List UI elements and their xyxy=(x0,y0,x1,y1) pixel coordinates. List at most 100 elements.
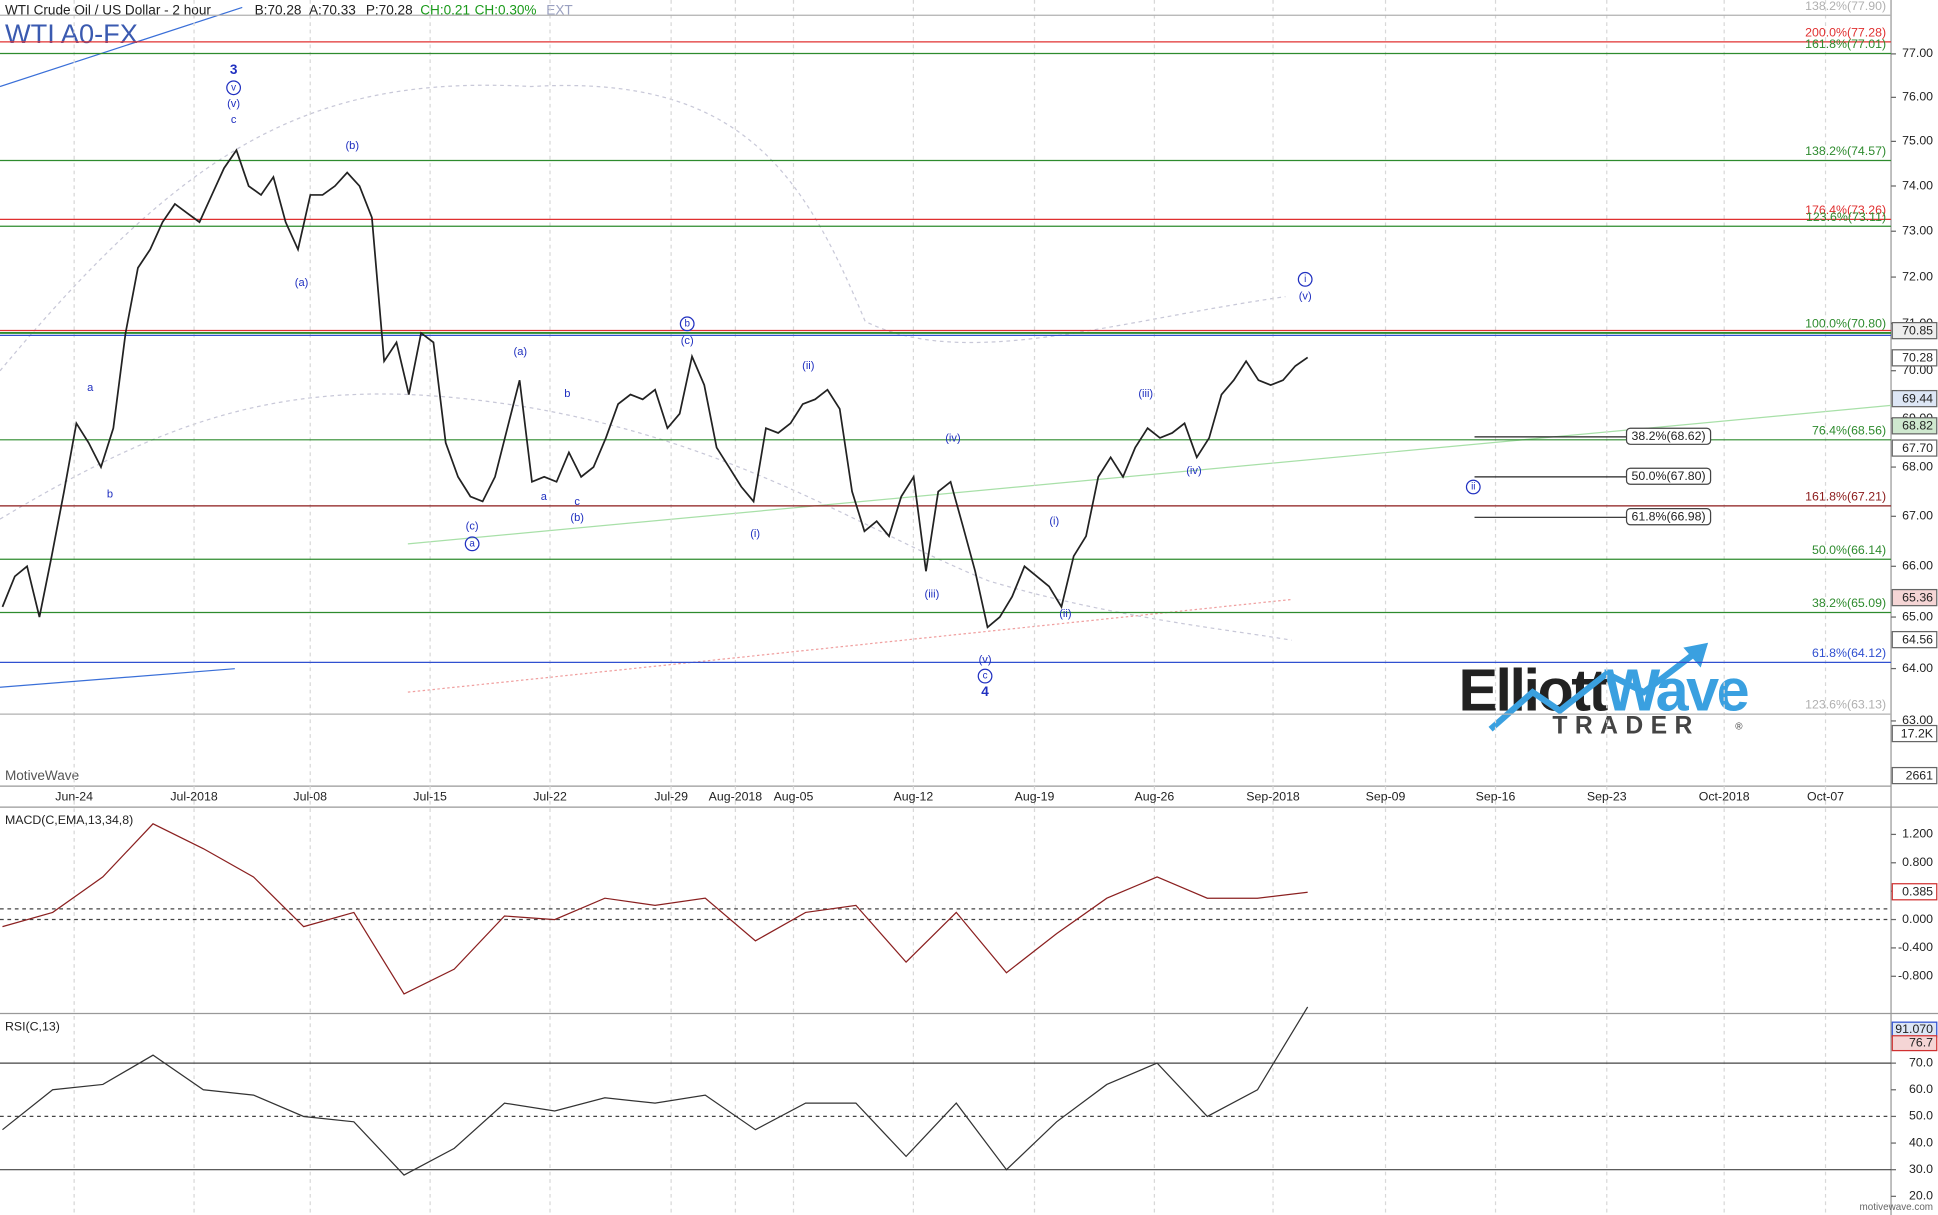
wave-label: a xyxy=(469,538,475,549)
fib-label: 138.2%(77.90) xyxy=(1805,0,1886,13)
series-line xyxy=(1,148,1309,629)
wave-circle xyxy=(1465,479,1481,495)
axis-tag-label: 2661 xyxy=(1906,768,1934,782)
y-tick-label: 40.0 xyxy=(1909,1135,1933,1149)
wave-label: b xyxy=(107,488,113,500)
y-tick-label: 50.0 xyxy=(1909,1109,1933,1123)
axis-tag xyxy=(1891,724,1938,743)
header-bid: B:70.28 xyxy=(255,3,302,18)
wave-label: (v) xyxy=(979,654,992,666)
y-tick-label: 60.0 xyxy=(1909,1082,1933,1096)
wave-label: (i) xyxy=(750,528,760,540)
y-tick-label: 76.00 xyxy=(1902,90,1933,104)
wave-label: (i) xyxy=(1049,516,1059,528)
x-tick-label: Jul-2018 xyxy=(170,789,217,803)
y-tick-label: 63.00 xyxy=(1902,713,1933,727)
fib-label: 50.0%(66.14) xyxy=(1812,543,1886,557)
axis-tag-label: 65.36 xyxy=(1902,590,1933,604)
wave-label: c xyxy=(574,496,580,508)
wave-label: (a) xyxy=(295,277,309,289)
wave-label: ii xyxy=(1471,482,1475,493)
wave-label: b xyxy=(564,388,570,400)
wave-label: a xyxy=(87,382,94,394)
fib-label: 161.8%(67.21) xyxy=(1805,490,1886,504)
axis-tag xyxy=(1891,883,1938,901)
fib-label: 123.6%(63.13) xyxy=(1805,698,1886,712)
wave-label: c xyxy=(983,671,988,682)
wave-label: (c) xyxy=(466,520,479,532)
retracement-box xyxy=(1625,467,1712,485)
wave-label: v xyxy=(231,82,236,93)
retracement-box xyxy=(1625,427,1712,445)
wave-circle xyxy=(1297,271,1313,287)
wave-label: (c) xyxy=(681,335,694,347)
wave-circle xyxy=(679,316,695,332)
axis-tag-label: 68.82 xyxy=(1902,419,1933,433)
wave-label: (ii) xyxy=(802,360,815,372)
y-tick-label: 20.0 xyxy=(1909,1189,1933,1203)
wave-label: (iii) xyxy=(925,588,940,600)
fib-label: 76.4%(68.56) xyxy=(1812,423,1886,437)
y-tick-label: 75.00 xyxy=(1902,134,1933,148)
x-tick-label: Sep-2018 xyxy=(1246,789,1300,803)
x-tick-label: Oct-07 xyxy=(1807,789,1844,803)
axis-tag-label: 76.7 xyxy=(1909,1035,1933,1049)
wave-label: (iv) xyxy=(945,433,961,445)
fib-label: 161.8%(77.01) xyxy=(1805,37,1886,51)
retracement-label: 61.8%(66.98) xyxy=(1631,510,1705,524)
logo-mark: ® xyxy=(1735,721,1743,732)
wave-label: 4 xyxy=(981,684,989,699)
x-tick-label: Sep-16 xyxy=(1476,789,1516,803)
axis-tag xyxy=(1891,417,1938,435)
retracement-box xyxy=(1625,508,1712,526)
y-tick-label: -0.400 xyxy=(1898,940,1933,954)
axis-tag-label: 91.070 xyxy=(1895,1022,1933,1036)
y-tick-label: 65.00 xyxy=(1902,609,1933,623)
axis-tag-label: 67.70 xyxy=(1902,441,1933,455)
header-change-pct: CH:0.30% xyxy=(475,3,537,18)
symbol: WTI A0-FX xyxy=(5,18,138,49)
axis-tag-label: 0.385 xyxy=(1902,885,1933,899)
x-tick-label: Sep-23 xyxy=(1587,789,1627,803)
axis-tag-label: 70.85 xyxy=(1902,324,1933,338)
fib-label: 61.8%(64.12) xyxy=(1812,646,1886,660)
bollinger-band xyxy=(0,84,1286,372)
x-tick-label: Jun-24 xyxy=(55,789,93,803)
x-tick-label: Aug-12 xyxy=(893,789,933,803)
y-tick-label: 0.000 xyxy=(1902,912,1933,926)
site: motivewave.com xyxy=(1860,1202,1934,1213)
x-tick-label: Oct-2018 xyxy=(1699,789,1750,803)
axis-tag xyxy=(1891,389,1938,408)
panel-title: RSI(C,13) xyxy=(5,1019,60,1033)
series-line xyxy=(2,823,1308,995)
wave-label: (v) xyxy=(1299,291,1312,303)
x-tick-label: Jul-29 xyxy=(654,789,688,803)
fib-label: 38.2%(65.09) xyxy=(1812,596,1886,610)
header-price: P:70.28 xyxy=(366,3,413,18)
axis-tag xyxy=(1891,439,1938,457)
x-tick-label: Aug-05 xyxy=(774,789,814,803)
axis-tag-label: 70.28 xyxy=(1902,351,1933,365)
axis-tag xyxy=(1891,766,1938,785)
wave-label: (b) xyxy=(345,140,359,152)
retracement-label: 50.0%(67.80) xyxy=(1631,469,1705,483)
wave-label: b xyxy=(684,318,690,329)
y-tick-label: 73.00 xyxy=(1902,223,1933,237)
fib-label: 200.0%(77.28) xyxy=(1805,25,1886,39)
wave-label: (iii) xyxy=(1138,388,1153,400)
header-change: CH:0.21 xyxy=(420,3,470,18)
wave-label: (a) xyxy=(514,346,528,358)
x-tick-label: Aug-2018 xyxy=(709,789,763,803)
wave-circle xyxy=(464,536,480,552)
y-tick-label: 72.00 xyxy=(1902,269,1933,283)
logo-swoosh xyxy=(1488,650,1698,732)
header-ask: A:70.33 xyxy=(309,3,356,18)
y-tick-label: 70.0 xyxy=(1909,1055,1933,1069)
y-tick-label: 67.00 xyxy=(1902,509,1933,523)
trend-line xyxy=(0,668,235,688)
wave-label: (v) xyxy=(227,98,240,110)
wave-label: 3 xyxy=(230,62,238,77)
wave-label: (ii) xyxy=(1059,608,1072,620)
